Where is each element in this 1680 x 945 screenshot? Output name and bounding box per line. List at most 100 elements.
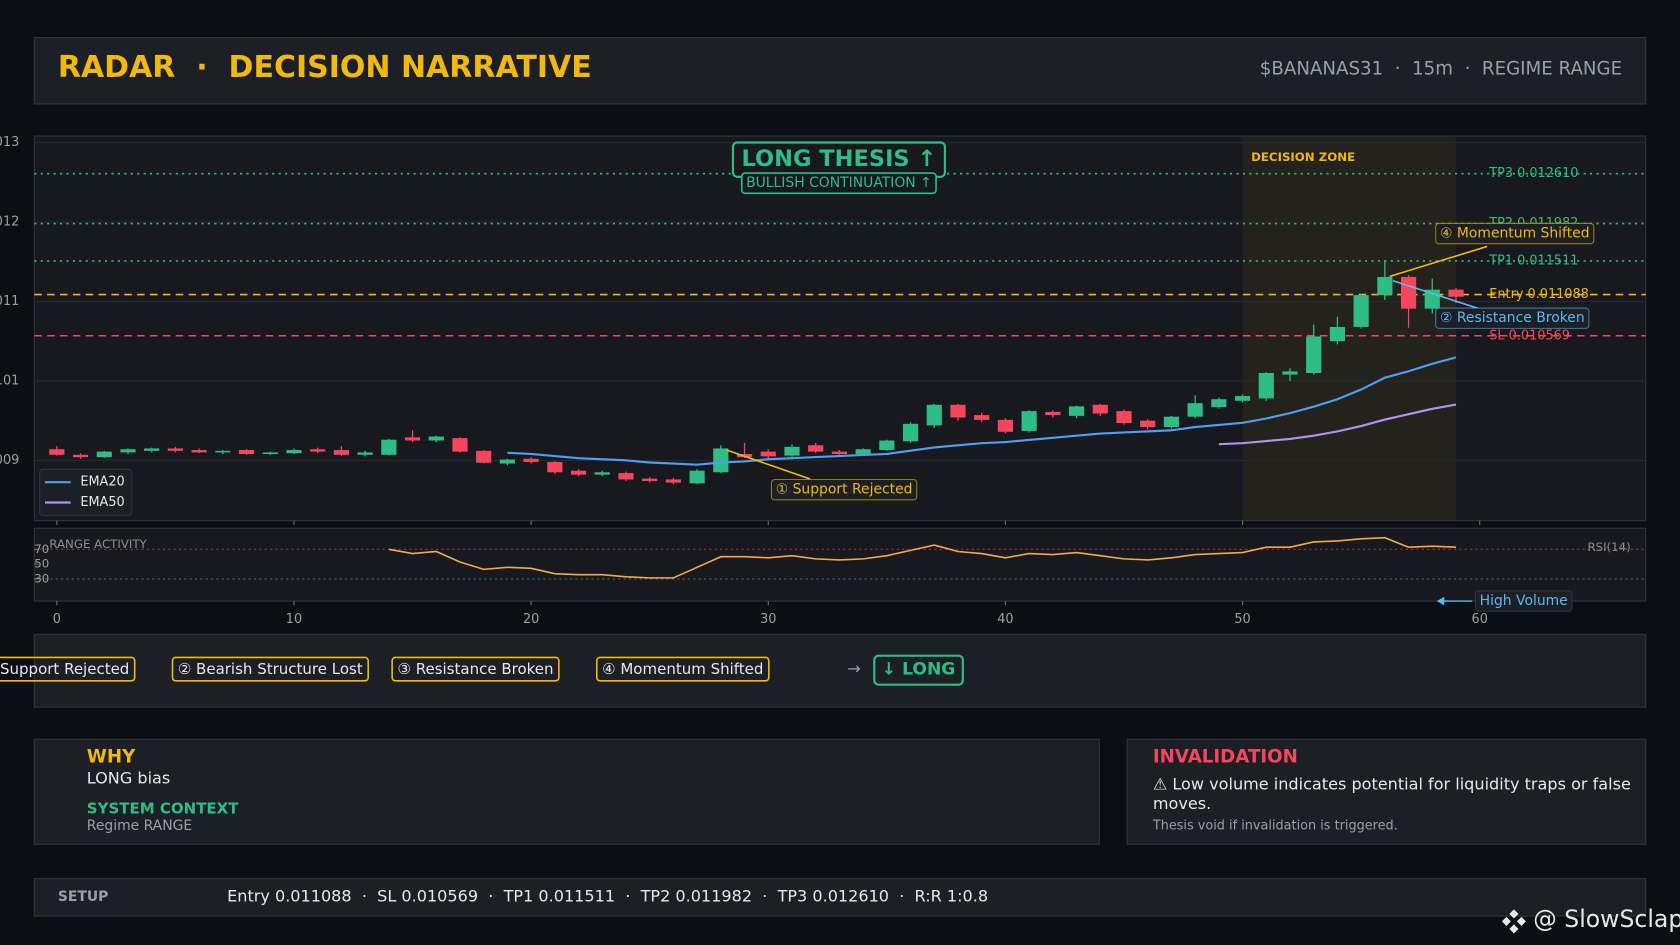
level-label: TP3 0.012610 <box>1488 166 1578 181</box>
flow-step: ① Support Rejected <box>0 660 129 678</box>
y-tick-label: 0.009 <box>0 453 19 468</box>
flow-step-box <box>595 656 770 682</box>
x-tick-label: 50 <box>1234 612 1250 627</box>
candle-body <box>570 470 587 475</box>
logo-part <box>1516 916 1526 926</box>
candle-body <box>1021 411 1037 431</box>
y-tick-label: 0.011 <box>0 294 19 309</box>
annotation-box <box>1435 307 1590 329</box>
context-title: SYSTEM CONTEXT <box>87 799 239 817</box>
annotation: ④ Momentum Shifted <box>1440 226 1590 242</box>
x-tick-label: 40 <box>997 612 1013 627</box>
y-tick-label: 0.01 <box>0 373 19 388</box>
candle-body <box>428 436 444 441</box>
candle-body <box>452 438 468 452</box>
candle-body <box>808 445 824 452</box>
candle-body <box>974 415 990 420</box>
context-text: Regime RANGE <box>87 818 192 834</box>
level-label: TP1 0.011511 <box>1488 253 1578 268</box>
flow-step-box <box>0 656 136 682</box>
candle-body <box>1353 295 1369 327</box>
candle-body <box>926 404 942 426</box>
candle-body <box>879 440 895 451</box>
legend-label: EMA50 <box>80 495 124 510</box>
candle-body <box>476 450 492 463</box>
y-tick-label: 70 <box>34 542 49 556</box>
flow-arrow: → <box>847 659 860 678</box>
ema-line <box>507 356 1457 466</box>
header-title: RADAR · DECISION NARRATIVE <box>58 50 592 85</box>
candle-body <box>144 448 160 451</box>
y-tick-label: 0.013 <box>0 135 19 150</box>
candle-body <box>1282 371 1298 375</box>
annotation-arrow <box>726 449 811 480</box>
invalidation-note: Thesis void if invalidation is triggered… <box>1152 819 1398 834</box>
candle-body <box>547 461 563 473</box>
candle-body <box>831 451 847 455</box>
thesis: LONG THESIS ↑ <box>742 146 937 172</box>
candle-body <box>310 449 326 452</box>
header-meta: $BANANAS31 · 15m · REGIME RANGE <box>1260 59 1622 80</box>
level-label: SL 0.010569 <box>1489 328 1570 343</box>
candle-body <box>1116 411 1132 424</box>
candle-body <box>855 449 871 455</box>
decision-zone <box>1242 137 1456 521</box>
candle-body <box>523 458 539 462</box>
candle-body <box>760 451 776 457</box>
candle-body <box>950 404 966 418</box>
candle-body <box>594 472 610 475</box>
invalidation-box: ⚠ Low volume indicates potential for liq… <box>1152 774 1631 814</box>
candle-body <box>215 450 231 453</box>
thesis-sub-box <box>740 172 937 195</box>
setup-title: SETUP <box>58 889 109 905</box>
y-tick-label: 30 <box>34 571 49 585</box>
x-tick-label: 60 <box>1472 612 1488 627</box>
why-title: WHY <box>87 747 136 768</box>
decision-zone-label: DECISION ZONE <box>1251 150 1355 164</box>
flow-step-box <box>171 656 369 682</box>
invalidation-text: ⚠ Low volume indicates potential for liq… <box>1152 774 1631 814</box>
watermark-logo <box>1501 909 1526 934</box>
candle-body <box>49 449 65 455</box>
candle-body <box>167 448 183 451</box>
setup-panel <box>33 878 1647 917</box>
annotation-arrow <box>1389 245 1488 278</box>
candle-body <box>1258 373 1274 399</box>
candle-body <box>1234 396 1251 401</box>
watermark: @ SlowSclap <box>1533 905 1680 933</box>
candle-body <box>997 419 1014 432</box>
price-chart: DECISION ZONE 0.009 0.01 0.011 0.012 0.013 TP3… <box>0 135 1646 525</box>
candle-body <box>1448 289 1464 297</box>
candle-body <box>238 450 255 455</box>
candle-body <box>1306 336 1322 374</box>
candle-body <box>784 446 800 456</box>
level-label: Entry 0.011088 <box>1489 287 1589 302</box>
candle-body <box>333 450 349 455</box>
logo-part <box>1509 924 1519 934</box>
candle-body <box>713 448 729 473</box>
flow-step: ② Bearish Structure Lost <box>178 660 363 678</box>
flow-step-box <box>391 656 560 682</box>
candle-body <box>286 450 302 454</box>
annotation: High Volume <box>1480 593 1568 609</box>
ema-line <box>1218 403 1457 446</box>
why-text: LONG bias <box>87 768 170 787</box>
candle-body <box>642 478 658 482</box>
annotation-box <box>1474 590 1573 612</box>
candle-body <box>404 437 421 441</box>
annotation-box <box>770 478 918 501</box>
setup-text: Entry 0.011088 · SL 0.010569 · TP1 0.011… <box>227 886 988 905</box>
flow-panel <box>33 633 1647 708</box>
legend: EMA20 EMA50 <box>39 468 133 516</box>
x-tick-label: 30 <box>760 612 776 627</box>
flow-step: ④ Momentum Shifted <box>602 660 763 678</box>
header-panel <box>33 36 1647 105</box>
candle-body <box>689 470 705 484</box>
candle-body <box>1211 399 1227 408</box>
flow-result: ↓ LONG <box>882 660 956 680</box>
candle-body <box>357 452 373 455</box>
candle-body <box>1092 404 1108 414</box>
